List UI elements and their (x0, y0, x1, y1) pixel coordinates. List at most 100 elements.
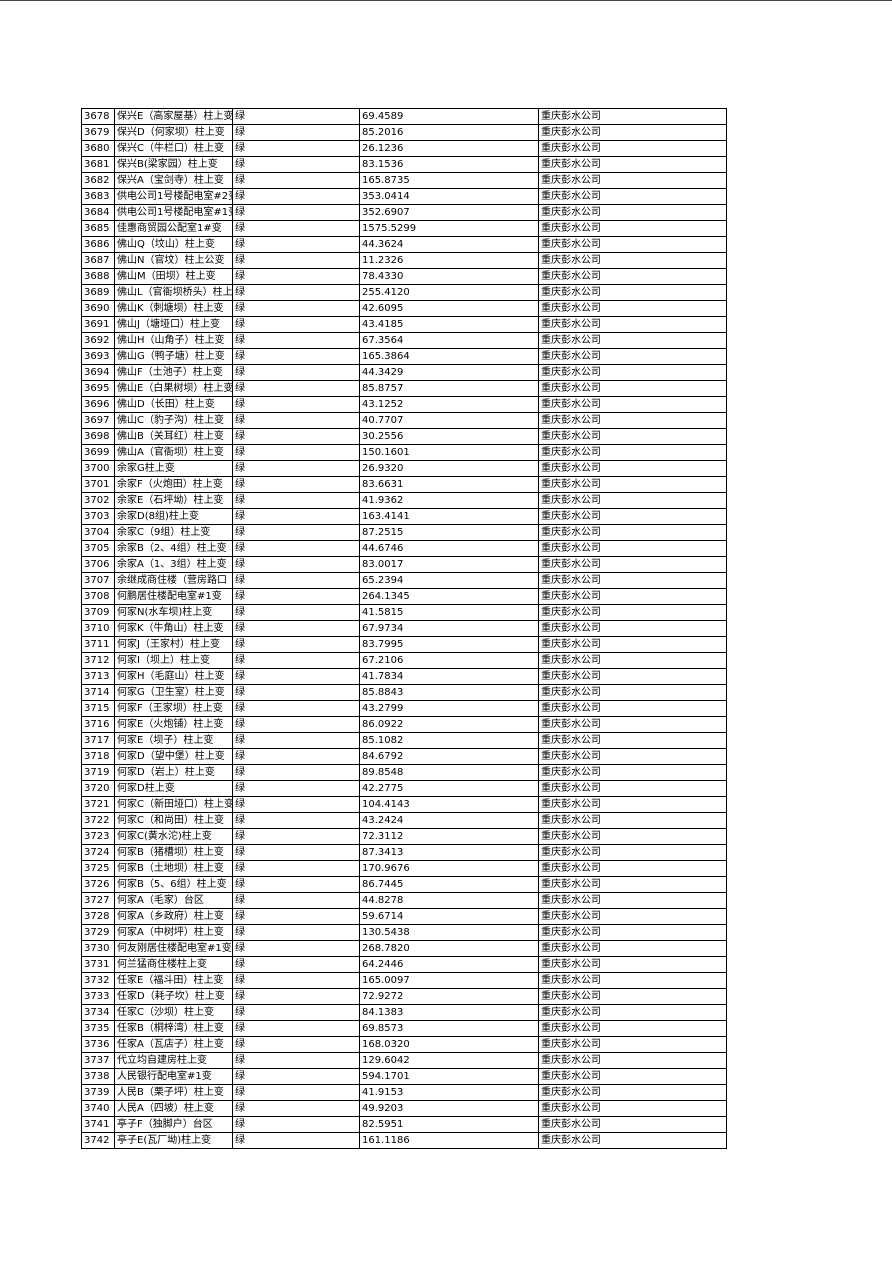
transformer-name: 何家B（猪槽坝）柱上变 (114, 844, 233, 861)
table-row: 3713 何家H（毛庭山）柱上变绿 41.7834 重庆彭水公司 (81, 668, 727, 685)
company: 重庆彭水公司 (538, 1084, 727, 1101)
row-number: 3684 (81, 204, 115, 221)
table-row: 3732 任家E（福斗田）柱上变绿 165.0097 重庆彭水公司 (81, 972, 727, 989)
company: 重庆彭水公司 (538, 204, 727, 221)
company: 重庆彭水公司 (538, 860, 727, 877)
company: 重庆彭水公司 (538, 988, 727, 1005)
status: 绿 (232, 732, 360, 749)
company: 重庆彭水公司 (538, 844, 727, 861)
company: 重庆彭水公司 (538, 140, 727, 157)
row-number: 3686 (81, 236, 115, 253)
row-number: 3734 (81, 1004, 115, 1021)
table-row: 3718 何家D（望中堡）柱上变绿 84.6792 重庆彭水公司 (81, 748, 727, 765)
company: 重庆彭水公司 (538, 540, 727, 557)
table-row: 3709 何家N(水车坝)柱上变绿 41.5815 重庆彭水公司 (81, 604, 727, 621)
row-number: 3739 (81, 1084, 115, 1101)
row-number: 3687 (81, 252, 115, 269)
value: 87.2515 (359, 524, 539, 541)
transformer-name: 佳惠商贸园公配室1#变 (114, 220, 233, 237)
company: 重庆彭水公司 (538, 284, 727, 301)
table-row: 3723 何家C(黄水沱)柱上变绿 72.3112 重庆彭水公司 (81, 828, 727, 845)
company: 重庆彭水公司 (538, 300, 727, 317)
table-row: 3687 佛山N（官坟）柱上公变绿 11.2326 重庆彭水公司 (81, 252, 727, 269)
value: 87.3413 (359, 844, 539, 861)
value: 41.9362 (359, 492, 539, 509)
row-number: 3708 (81, 588, 115, 605)
company: 重庆彭水公司 (538, 572, 727, 589)
table-body: 3678 保兴E（高家屋基）柱上变绿 69.4589 重庆彭水公司 3679 保兴D（何家… (81, 108, 727, 1149)
transformer-name: 佛山Q（坟山）柱上变 (114, 236, 233, 253)
status: 绿 (232, 540, 360, 557)
company: 重庆彭水公司 (538, 172, 727, 189)
status: 绿 (232, 236, 360, 253)
table-row: 3739 人民B（栗子坪）柱上变绿 41.9153 重庆彭水公司 (81, 1084, 727, 1101)
status: 绿 (232, 332, 360, 349)
value: 163.4141 (359, 508, 539, 525)
table-row: 3691 佛山J（塘垭口）柱上变绿 43.4185 重庆彭水公司 (81, 316, 727, 333)
transformer-name: 何家F（王家坝）柱上变 (114, 700, 233, 717)
row-number: 3682 (81, 172, 115, 189)
row-number: 3688 (81, 268, 115, 285)
company: 重庆彭水公司 (538, 876, 727, 893)
value: 255.4120 (359, 284, 539, 301)
value: 85.1082 (359, 732, 539, 749)
company: 重庆彭水公司 (538, 1004, 727, 1021)
status: 绿 (232, 460, 360, 477)
row-number: 3683 (81, 188, 115, 205)
status: 绿 (232, 780, 360, 797)
row-number: 3704 (81, 524, 115, 541)
row-number: 3701 (81, 476, 115, 493)
company: 重庆彭水公司 (538, 236, 727, 253)
value: 41.9153 (359, 1084, 539, 1101)
table-row: 3685 佳惠商贸园公配室1#变绿 1575.5299 重庆彭水公司 (81, 220, 727, 237)
row-number: 3733 (81, 988, 115, 1005)
transformer-name: 何友刚居住楼配电室#1变 (114, 940, 233, 957)
table-row: 3694 佛山F（土池子）柱上变绿 44.3429 重庆彭水公司 (81, 364, 727, 381)
transformer-name: 佛山M（田坝）柱上变 (114, 268, 233, 285)
row-number: 3696 (81, 396, 115, 413)
transformer-name: 何家H（毛庭山）柱上变 (114, 668, 233, 685)
transformer-name: 佛山K（刺塘坝）柱上变 (114, 300, 233, 317)
table-row: 3726 何家B（5、6组）柱上变绿 86.7445 重庆彭水公司 (81, 876, 727, 893)
row-number: 3710 (81, 620, 115, 637)
value: 43.1252 (359, 396, 539, 413)
table-row: 3733 任家D（耗子坎）柱上变绿 72.9272 重庆彭水公司 (81, 988, 727, 1005)
transformer-name: 保兴D（何家坝）柱上变 (114, 124, 233, 141)
company: 重庆彭水公司 (538, 364, 727, 381)
transformer-name: 保兴B(梁家园）柱上变 (114, 156, 233, 173)
status: 绿 (232, 764, 360, 781)
table-row: 3683 供电公司1号楼配电室#2变绿 353.0414 重庆彭水公司 (81, 188, 727, 205)
row-number: 3680 (81, 140, 115, 157)
transformer-name: 何家E（火炮铺）柱上变 (114, 716, 233, 733)
value: 49.9203 (359, 1100, 539, 1117)
transformer-name: 何家A（中树坪）柱上变 (114, 924, 233, 941)
company: 重庆彭水公司 (538, 1132, 727, 1149)
transformer-name: 人民A（四坡）柱上变 (114, 1100, 233, 1117)
transformer-name: 余家E（石坪坳）柱上变 (114, 492, 233, 509)
status: 绿 (232, 364, 360, 381)
status: 绿 (232, 556, 360, 573)
company: 重庆彭水公司 (538, 940, 727, 957)
row-number: 3709 (81, 604, 115, 621)
status: 绿 (232, 268, 360, 285)
company: 重庆彭水公司 (538, 716, 727, 733)
transformer-name: 何家B（土地坝）柱上变 (114, 860, 233, 877)
table-row: 3695 佛山E（白果树坝）柱上变绿 85.8757 重庆彭水公司 (81, 380, 727, 397)
table-row: 3715 何家F（王家坝）柱上变绿 43.2799 重庆彭水公司 (81, 700, 727, 717)
company: 重庆彭水公司 (538, 796, 727, 813)
table-row: 3727 何家A（毛家）台区绿 44.8278 重庆彭水公司 (81, 892, 727, 909)
row-number: 3717 (81, 732, 115, 749)
table-row: 3681 保兴B(梁家园）柱上变绿 83.1536 重庆彭水公司 (81, 156, 727, 173)
value: 352.6907 (359, 204, 539, 221)
table-row: 3704 余家C（9组）柱上变绿 87.2515 重庆彭水公司 (81, 524, 727, 541)
table-row: 3735 任家B（桐梓湾）柱上变绿 69.8573 重庆彭水公司 (81, 1020, 727, 1037)
row-number: 3720 (81, 780, 115, 797)
value: 65.2394 (359, 572, 539, 589)
company: 重庆彭水公司 (538, 636, 727, 653)
status: 绿 (232, 988, 360, 1005)
transformer-name: 任家A（瓦店子）柱上变 (114, 1036, 233, 1053)
table-row: 3692 佛山H（山角子）柱上变绿 67.3564 重庆彭水公司 (81, 332, 727, 349)
table-row: 3721 何家C（新田垭口）柱上变绿 104.4143 重庆彭水公司 (81, 796, 727, 813)
table-row: 3696 佛山D（长田）柱上变绿 43.1252 重庆彭水公司 (81, 396, 727, 413)
row-number: 3731 (81, 956, 115, 973)
